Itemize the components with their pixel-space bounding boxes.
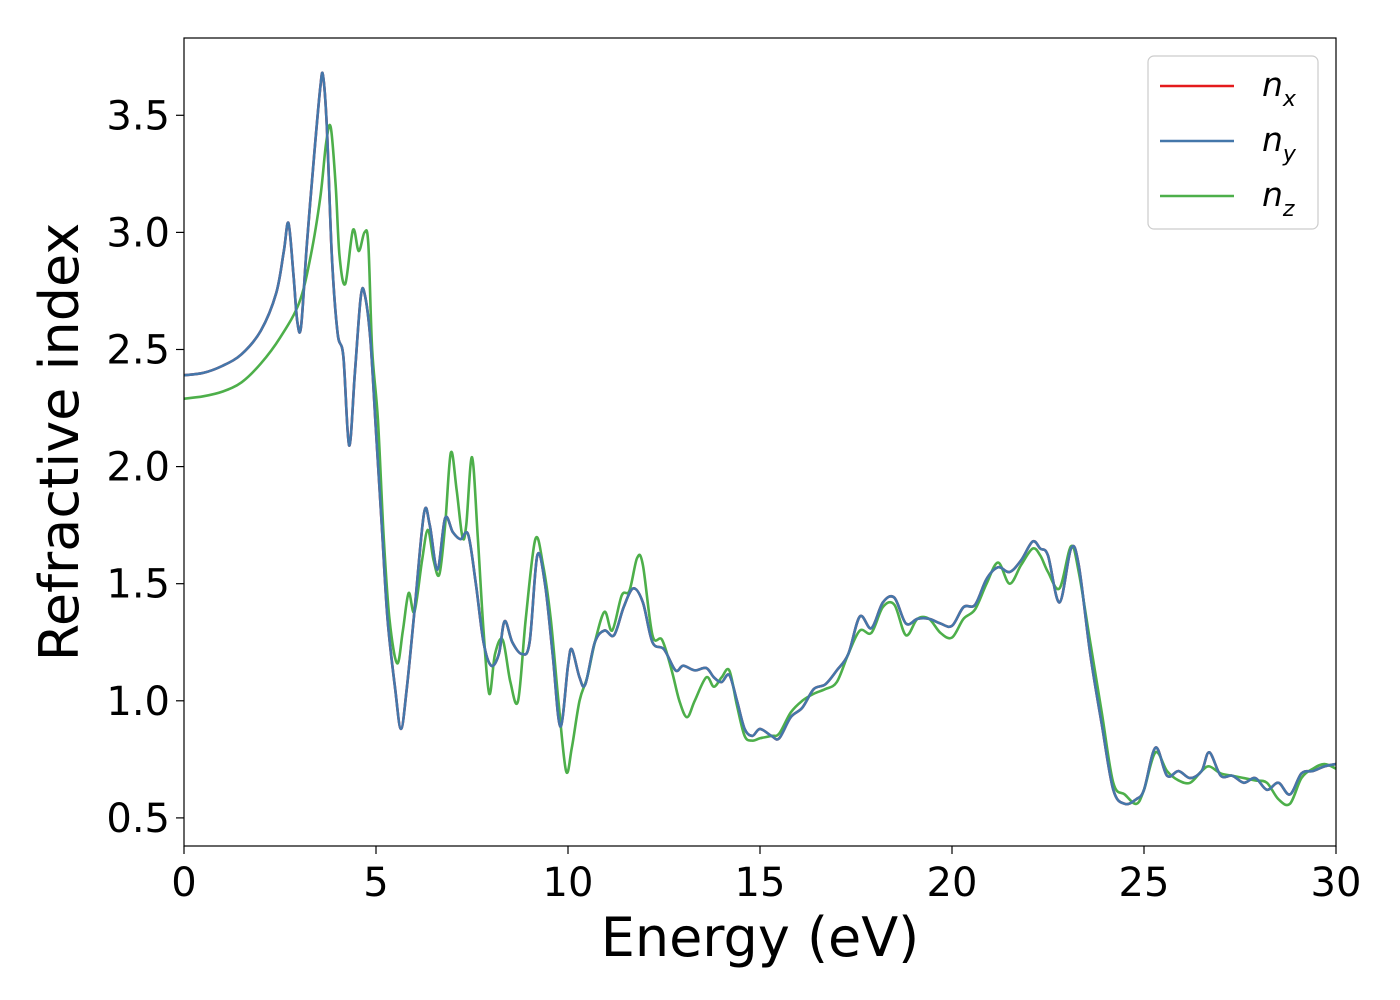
y-tick-label: 0.5 [106,796,170,842]
y-tick-label: 3.0 [106,210,170,256]
x-tick-label: 20 [927,860,978,906]
legend-box [1147,55,1319,230]
x-tick-label: 15 [735,860,786,906]
x-tick-label: 30 [1311,860,1362,906]
legend-label-n-z: nz [1262,175,1295,222]
x-tick-label: 10 [543,860,594,906]
ticks-layer: 0 5 10 15 20 25 30 0.5 1.0 1.5 2.0 2.5 3.0 3.5 [106,93,1361,906]
series-layer [184,71,1336,807]
x-axis-label: Energy (eV) [601,906,920,969]
x-tick-label: 5 [363,860,388,906]
y-tick-label: 2.5 [106,327,170,373]
legend-label-n-y: ny [1262,120,1297,167]
legend-label-n-x: nx [1262,65,1297,112]
series-line-n-y [184,71,1336,806]
y-tick-label: 1.5 [106,562,170,608]
y-tick-label: 3.5 [106,93,170,139]
y-axis-label: Refractive index [28,223,91,662]
y-tick-label: 2.0 [106,445,170,491]
x-tick-label: 25 [1119,860,1170,906]
legend: nx ny nz [1147,55,1319,230]
x-tick-label: 0 [171,860,196,906]
y-tick-label: 1.0 [106,679,170,725]
